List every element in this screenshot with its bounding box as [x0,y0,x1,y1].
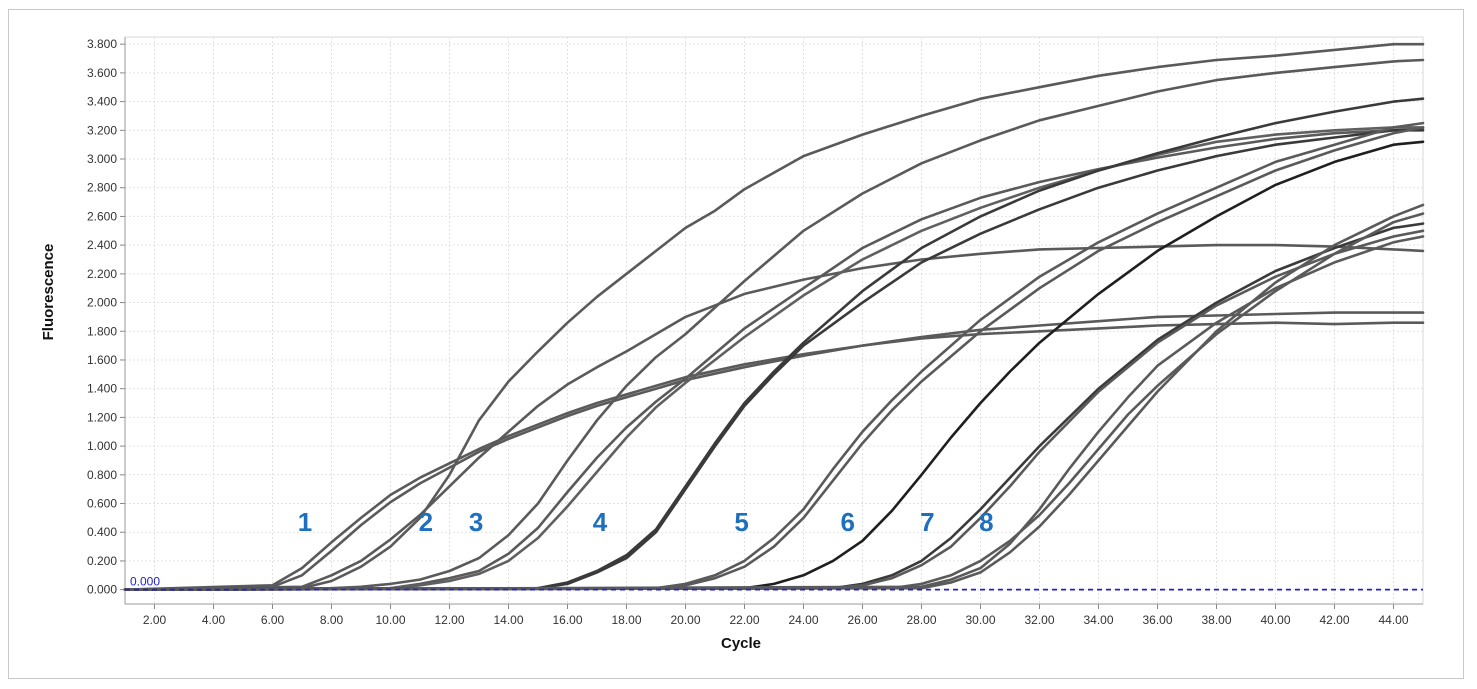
x-tick-label: 36.00 [1142,613,1172,627]
series-line[interactable] [123,140,1425,591]
x-tick-label: 26.00 [847,613,877,627]
x-tick-label: 4.00 [202,613,226,627]
y-tick-label: 3.200 [87,123,117,137]
y-tick-label: 0.200 [87,554,117,568]
series-line[interactable] [123,129,1425,591]
series-group [123,42,1425,591]
y-tick-labels: 0.000 0.200 0.400 0.600 0.800 1.000 1.200 1.400… [87,37,117,596]
series-line[interactable] [123,321,1425,591]
x-tick-label: 42.00 [1319,613,1349,627]
y-tick-label: 3.000 [87,152,117,166]
y-tick-label: 1.800 [87,324,117,338]
y-tick-label: 0.000 [87,583,117,597]
x-tick-label: 14.00 [493,613,523,627]
curve-number-label: 1 [298,507,312,537]
y-tick-label: 0.800 [87,468,117,482]
curve-number-label: 2 [419,507,433,537]
curve-number-label: 7 [920,507,934,537]
y-tick-label: 2.000 [87,296,117,310]
x-tick-label: 30.00 [965,613,995,627]
x-tick-label: 12.00 [434,613,464,627]
y-tick-label: 3.800 [87,37,117,51]
x-tick-label: 38.00 [1201,613,1231,627]
curve-number-label: 3 [469,507,483,537]
y-tick-label: 0.600 [87,497,117,511]
x-tick-label: 32.00 [1024,613,1054,627]
y-tick-label: 2.600 [87,209,117,223]
series-line[interactable] [123,212,1425,591]
y-tick-label: 2.200 [87,267,117,281]
series-line[interactable] [123,126,1425,591]
x-tick-label: 8.00 [320,613,344,627]
series-line[interactable] [123,243,1425,591]
y-axis-title: Fluorescence [40,244,57,341]
x-tick-label: 10.00 [375,613,405,627]
y-tick-label: 2.400 [87,238,117,252]
y-tick-label: 1.400 [87,382,117,396]
plot-area [124,36,1424,605]
series-line[interactable] [123,311,1425,591]
threshold-label: 0.000 [130,575,160,589]
x-axis-title: Cycle [721,635,761,652]
curve-number-label: 4 [593,507,608,537]
series-line[interactable] [123,126,1425,591]
series-line[interactable] [123,235,1425,591]
series-line[interactable] [123,121,1425,591]
y-tick-label: 1.200 [87,410,117,424]
y-tick-label: 1.000 [87,439,117,453]
curve-number-label: 8 [979,507,993,537]
x-tick-label: 44.00 [1378,613,1408,627]
chart-frame: 0.000 0.200 0.400 0.600 0.800 1.000 1.200 1.400… [8,9,1464,679]
series-line[interactable] [123,42,1425,591]
y-tick-label: 3.400 [87,95,117,109]
series-line[interactable] [123,58,1425,591]
y-tick-label: 1.600 [87,353,117,367]
x-tick-label: 6.00 [261,613,285,627]
curve-number-label: 5 [734,507,748,537]
x-tick-label: 28.00 [906,613,936,627]
x-tick-label: 24.00 [788,613,818,627]
x-tick-label: 22.00 [729,613,759,627]
x-tick-label: 18.00 [611,613,641,627]
curve-number-labels: 1 2 3 4 5 6 7 8 [298,507,994,537]
y-tick-label: 2.800 [87,181,117,195]
x-tick-label: 2.00 [143,613,167,627]
series-line[interactable] [123,203,1425,591]
curve-number-label: 6 [841,507,855,537]
series-line[interactable] [123,127,1425,591]
series-line[interactable] [123,97,1425,591]
y-tick-label: 3.600 [87,66,117,80]
y-tick-label: 0.400 [87,525,117,539]
amplification-chart: 0.000 0.200 0.400 0.600 0.800 1.000 1.200 1.400… [40,36,1425,652]
x-tick-label: 40.00 [1260,613,1290,627]
series-line[interactable] [123,222,1425,591]
x-tick-label: 34.00 [1083,613,1113,627]
x-tick-label: 16.00 [552,613,582,627]
x-tick-labels: 2.00 4.00 6.00 8.00 10.00 12.00 14.00 16.00 18.0… [143,613,1409,627]
x-tick-label: 20.00 [670,613,700,627]
